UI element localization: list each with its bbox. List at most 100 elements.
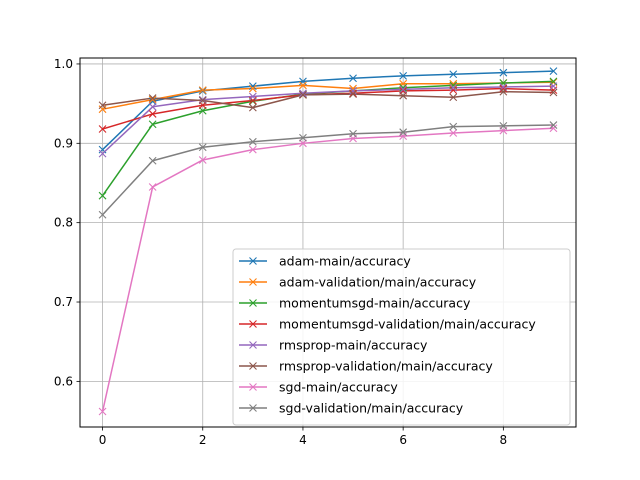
series-line-4 [102, 85, 554, 155]
data-point [148, 102, 157, 111]
data-point [299, 91, 307, 99]
data-point [449, 122, 458, 131]
legend-marker [249, 362, 257, 370]
series-line-7 [102, 124, 554, 216]
legend-label: momentumsgd-main/accuracy [279, 296, 471, 311]
data-point [399, 91, 408, 100]
legend-label: rmsprop-validation/main/accuracy [279, 359, 493, 374]
data-point [349, 90, 357, 98]
data-point [248, 82, 257, 91]
legend-item: momentumsgd-validation/main/accuracy [239, 317, 536, 332]
data-point [198, 86, 207, 95]
data-point [499, 68, 508, 77]
data-point [449, 83, 458, 92]
data-point [148, 120, 157, 129]
data-point [248, 92, 257, 101]
data-point [349, 129, 357, 138]
legend-label: rmsprop-main/accuracy [279, 338, 428, 353]
legend-item: rmsprop-main/accuracy [239, 338, 428, 353]
x-tick-label: 6 [399, 433, 407, 447]
series-lines [101, 70, 554, 412]
axes-frame [79, 57, 577, 428]
data-point [148, 95, 157, 104]
y-tick-label: 0.7 [54, 295, 73, 309]
data-point [299, 139, 307, 148]
series-line-1 [102, 81, 554, 110]
data-point [148, 156, 157, 165]
data-point [98, 210, 107, 219]
x-tick-label: 4 [299, 433, 307, 447]
series-line-5 [102, 90, 554, 109]
data-point [148, 97, 157, 106]
data-point [198, 95, 207, 104]
data-point [499, 87, 508, 96]
legend: adam-main/accuracy adam-validation/main/a… [232, 248, 571, 426]
data-point [98, 101, 107, 110]
data-point [449, 129, 458, 137]
series-markers [98, 67, 558, 416]
legend-label: momentumsgd-validation/main/accuracy [279, 317, 536, 332]
data-point [148, 183, 157, 191]
data-point [399, 71, 408, 80]
y-tick-label: 0.6 [54, 374, 73, 388]
data-point [549, 67, 558, 75]
data-point [98, 149, 107, 158]
x-tick-label: 8 [500, 433, 508, 447]
series-line-0 [102, 70, 554, 151]
legend-label: adam-main/accuracy [279, 254, 411, 269]
data-point [399, 128, 408, 137]
data-point [299, 90, 307, 98]
y-tick-label: 0.8 [54, 216, 73, 230]
data-point [499, 84, 508, 93]
data-point [198, 143, 207, 152]
legend-marker [249, 341, 257, 349]
data-point [299, 133, 307, 142]
data-point [549, 88, 558, 97]
data-point [499, 121, 508, 130]
data-point [549, 124, 558, 133]
series-line-6 [101, 127, 554, 412]
legend-item: sgd-validation/main/accuracy [239, 401, 464, 416]
data-point [148, 110, 157, 118]
data-point [299, 89, 307, 98]
legend-marker [249, 299, 257, 307]
legend-marker [249, 278, 257, 286]
legend-item: momentumsgd-main/accuracy [239, 296, 471, 311]
data-point [349, 89, 357, 98]
data-point [198, 156, 207, 164]
data-point [449, 93, 458, 102]
legend-item: adam-main/accuracy [239, 254, 411, 269]
data-point [148, 94, 157, 102]
legend-marker [249, 320, 257, 328]
legend-label: sgd-validation/main/accuracy [279, 401, 464, 416]
legend-label: sgd-main/accuracy [279, 380, 398, 395]
data-point [449, 86, 458, 95]
data-point [198, 106, 207, 115]
data-point [399, 85, 408, 94]
data-point [349, 87, 357, 95]
data-point [549, 82, 558, 91]
data-point [98, 191, 107, 200]
legend-item: adam-validation/main/accuracy [239, 275, 477, 290]
y-tick-label: 0.9 [54, 136, 73, 150]
legend-marker [249, 404, 257, 412]
legend-box [232, 248, 571, 426]
data-point [549, 121, 558, 129]
data-point [399, 83, 408, 92]
data-point [98, 407, 107, 416]
data-point [248, 84, 257, 93]
data-point [198, 96, 207, 105]
y-tick-label: 1.0 [54, 57, 73, 71]
legend-marker [249, 383, 257, 391]
legend-label: adam-validation/main/accuracy [279, 275, 477, 290]
x-tick-label: 0 [99, 433, 107, 447]
data-point [299, 81, 307, 90]
legend-marker [249, 257, 257, 265]
data-point [349, 74, 357, 83]
data-point [98, 125, 107, 133]
axis-ticks: 0 2 4 6 8 0.6 0.7 0.8 0.9 1.0 [54, 57, 507, 447]
data-point [248, 137, 257, 146]
data-point [198, 87, 207, 95]
x-tick-label: 2 [199, 433, 207, 447]
